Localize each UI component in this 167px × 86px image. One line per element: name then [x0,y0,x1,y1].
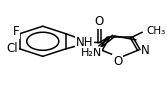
Text: NH: NH [76,36,93,49]
Text: O: O [113,55,122,68]
Text: N: N [141,44,150,57]
Text: CH₃: CH₃ [147,26,166,36]
Text: H₂N: H₂N [80,48,102,58]
Text: F: F [13,25,19,38]
Text: Cl: Cl [7,42,18,55]
Text: O: O [95,15,104,28]
